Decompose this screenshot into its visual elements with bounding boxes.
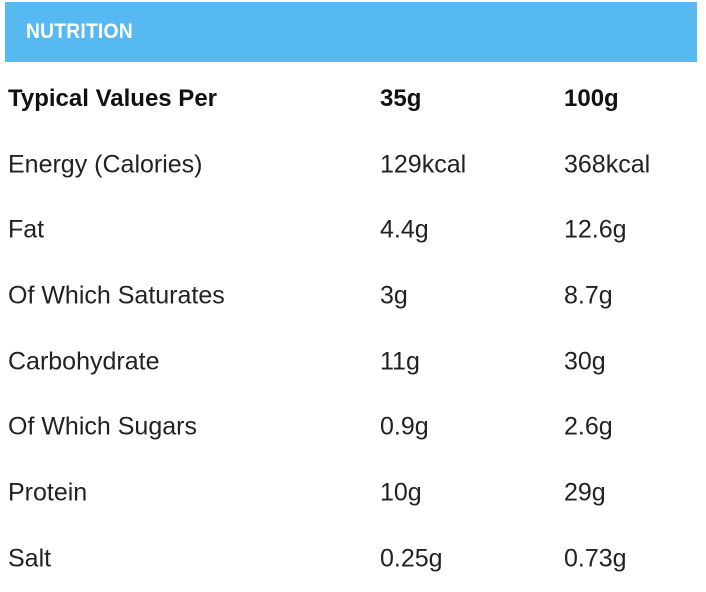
nutrient-label: Carbohydrate xyxy=(8,347,160,376)
value-per-35g: 11g xyxy=(380,347,420,376)
nutrition-title: NUTRITION xyxy=(26,20,133,43)
value-per-100g: 2.6g xyxy=(564,412,613,441)
nutrient-label: Salt xyxy=(8,544,52,573)
value-per-100g: 368kcal xyxy=(564,150,651,179)
table-row: Salt 0.25g 0.73g xyxy=(0,526,706,592)
value-per-100g: 8.7g xyxy=(564,281,613,310)
table-row: Of Which Sugars 0.9g 2.6g xyxy=(0,394,706,460)
column-header-100g: 100g xyxy=(564,84,619,112)
value-per-35g: 3g xyxy=(380,281,408,310)
value-per-100g: 0.73g xyxy=(564,544,627,573)
value-per-35g: 4.4g xyxy=(380,215,429,244)
nutrient-label: Of Which Sugars xyxy=(8,412,197,441)
table-row: Fat 4.4g 12.6g xyxy=(0,197,706,263)
value-per-35g: 0.9g xyxy=(380,412,429,441)
nutrient-label: Protein xyxy=(8,478,88,507)
value-per-100g: 12.6g xyxy=(564,215,627,244)
nutrient-label: Energy (Calories) xyxy=(8,150,203,179)
value-per-35g: 0.25g xyxy=(380,544,443,573)
column-header-typical-values: Typical Values Per xyxy=(8,84,218,112)
table-header-row: Typical Values Per 35g 100g xyxy=(0,66,706,132)
nutrient-label: Of Which Saturates xyxy=(8,281,225,310)
nutrition-panel: NUTRITION Typical Values Per 35g 100g En… xyxy=(5,2,697,571)
table-row: Energy (Calories) 129kcal 368kcal xyxy=(0,132,706,198)
table-row: Protein 10g 29g xyxy=(0,460,706,526)
value-per-100g: 30g xyxy=(564,347,606,376)
column-header-35g: 35g xyxy=(380,84,422,112)
table-row: Of Which Saturates 3g 8.7g xyxy=(0,263,706,329)
nutrient-label: Fat xyxy=(8,215,45,244)
nutrition-table: Typical Values Per 35g 100g Energy (Calo… xyxy=(0,66,706,592)
value-per-35g: 129kcal xyxy=(380,150,467,179)
value-per-100g: 29g xyxy=(564,478,606,507)
value-per-35g: 10g xyxy=(380,478,422,507)
table-row: Carbohydrate 11g 30g xyxy=(0,329,706,395)
nutrition-header: NUTRITION xyxy=(5,2,697,62)
